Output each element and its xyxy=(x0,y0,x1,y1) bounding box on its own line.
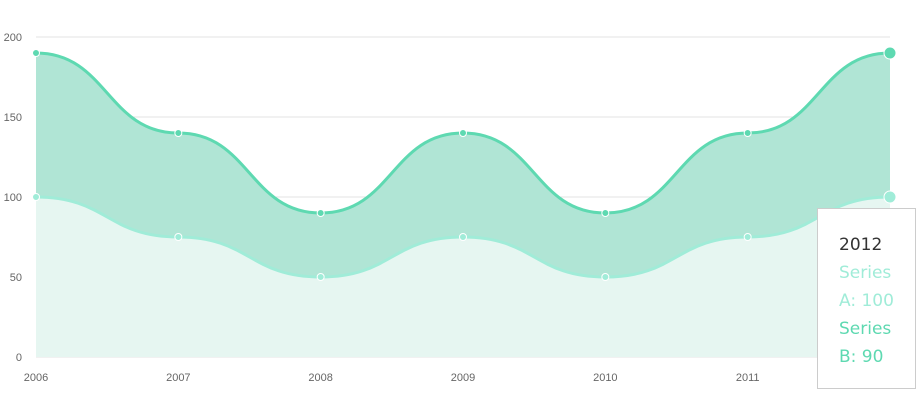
series-a-point[interactable] xyxy=(743,233,752,241)
y-axis-ticks: 0 50 100 150 200 xyxy=(4,32,22,364)
series-b-point[interactable] xyxy=(174,129,183,137)
series-a-point[interactable] xyxy=(316,273,325,281)
series-a-point[interactable] xyxy=(32,193,40,201)
series-b-point[interactable] xyxy=(459,129,467,137)
x-tick-label: 2009 xyxy=(451,372,475,384)
tooltip: 2012 Series A: 100 Series B: 90 xyxy=(817,208,916,389)
x-tick-label: 2007 xyxy=(166,372,190,384)
tooltip-title: 2012 xyxy=(839,235,883,255)
y-tick-label: 50 xyxy=(10,272,22,284)
series-a-area xyxy=(36,197,890,357)
x-tick-label: 2008 xyxy=(308,372,332,384)
tooltip-series-b-label: Series xyxy=(839,319,892,339)
series-b-point[interactable] xyxy=(883,46,897,60)
data-points[interactable] xyxy=(32,46,897,281)
series-a-point[interactable] xyxy=(459,233,467,241)
y-tick-label: 0 xyxy=(16,352,22,364)
tooltip-series-b-value: B: 90 xyxy=(839,347,884,367)
series-b-point[interactable] xyxy=(316,209,325,217)
tooltip-series-a-label: Series xyxy=(839,263,892,283)
x-tick-label: 2010 xyxy=(593,372,617,384)
series-b-area xyxy=(36,53,890,277)
y-tick-label: 200 xyxy=(4,32,22,44)
area-layers xyxy=(36,53,890,357)
y-tick-label: 150 xyxy=(4,112,22,124)
series-b-point[interactable] xyxy=(32,49,40,57)
series-b-point[interactable] xyxy=(601,209,610,217)
series-b-point[interactable] xyxy=(743,129,752,137)
x-tick-label: 2011 xyxy=(736,372,760,384)
y-tick-label: 100 xyxy=(4,192,22,204)
series-a-point[interactable] xyxy=(883,190,897,204)
series-a-point[interactable] xyxy=(174,233,183,241)
series-a-point[interactable] xyxy=(601,273,610,281)
tooltip-series-a-value: A: 100 xyxy=(839,291,894,311)
x-tick-label: 2006 xyxy=(24,372,48,384)
